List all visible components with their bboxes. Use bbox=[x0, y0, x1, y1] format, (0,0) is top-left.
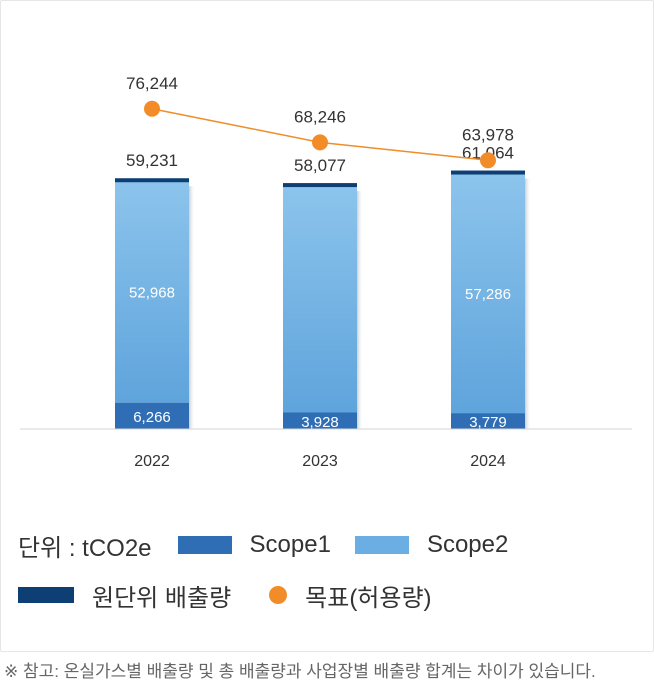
bar-scope2-2024 bbox=[451, 172, 525, 414]
legend-label-intensity: 원단위 배출량 bbox=[92, 584, 232, 612]
legend-label-scope1: Scope1 bbox=[249, 531, 331, 558]
target-value-label: 68,246 bbox=[294, 107, 346, 126]
x-tick-label: 2023 bbox=[302, 453, 338, 470]
legend: 단위 : tCO2e Scope1 Scope2 원단위 배출량 목표(허용량) bbox=[18, 520, 638, 620]
legend-item-scope2: Scope2 bbox=[354, 531, 509, 559]
scope1-value-label: 3,779 bbox=[469, 414, 507, 431]
intensity-swatch bbox=[18, 587, 74, 603]
legend-item-scope1: Scope1 bbox=[177, 531, 331, 559]
legend-row-2: 원단위 배출량 목표(허용량) bbox=[18, 570, 638, 620]
target-point bbox=[312, 134, 328, 151]
bar-shadow bbox=[357, 191, 363, 429]
bar-scope1-2023 bbox=[283, 412, 357, 429]
target-dot-swatch bbox=[269, 586, 288, 604]
bar-shadow bbox=[189, 186, 195, 429]
bar-scope2-2022 bbox=[115, 180, 189, 403]
bar-scope1-2024 bbox=[451, 413, 525, 429]
legend-label-scope2: Scope2 bbox=[426, 531, 509, 558]
scope2-value-label: 57,286 bbox=[465, 286, 511, 303]
x-tick-label: 2022 bbox=[134, 453, 170, 470]
bar-total-cap-2023 bbox=[283, 183, 357, 188]
legend-label-target: 목표(허용량) bbox=[305, 584, 432, 612]
scope1-value-label: 3,928 bbox=[301, 414, 339, 431]
legend-item-intensity: 원단위 배출량 bbox=[18, 578, 231, 613]
bar-total-cap-2022 bbox=[115, 178, 189, 183]
scope2-swatch bbox=[354, 536, 409, 554]
total-value-label: 58,077 bbox=[294, 156, 346, 175]
target-point bbox=[480, 152, 496, 169]
target-value-label: 76,244 bbox=[126, 74, 178, 93]
x-tick-label: 2024 bbox=[470, 453, 506, 470]
bar-total-cap-2024 bbox=[451, 170, 525, 175]
target-point bbox=[144, 100, 160, 117]
scope2-value-label: 52,968 bbox=[129, 284, 175, 301]
bar-scope2-2023 bbox=[283, 185, 357, 413]
unit-label: 단위 : tCO2e bbox=[18, 534, 152, 562]
scope1-swatch bbox=[177, 536, 232, 554]
bar-shadow bbox=[525, 178, 531, 429]
total-value-label: 59,231 bbox=[126, 151, 178, 170]
legend-item-target: 목표(허용량) bbox=[269, 578, 432, 613]
legend-row-1: 단위 : tCO2e Scope1 Scope2 bbox=[18, 520, 638, 570]
bar-scope1-2022 bbox=[115, 402, 189, 429]
scope1-value-label: 6,266 bbox=[133, 409, 171, 426]
footnote: ※ 참고: 온실가스별 배출량 및 총 배출량과 사업장별 배출량 합계는 차이… bbox=[4, 662, 596, 681]
chart-svg: 6,266 52,968 59,231 2022 3,928 58,077 2023 3,77… bbox=[20, 74, 632, 470]
target-value-label: 63,978 bbox=[462, 125, 514, 144]
